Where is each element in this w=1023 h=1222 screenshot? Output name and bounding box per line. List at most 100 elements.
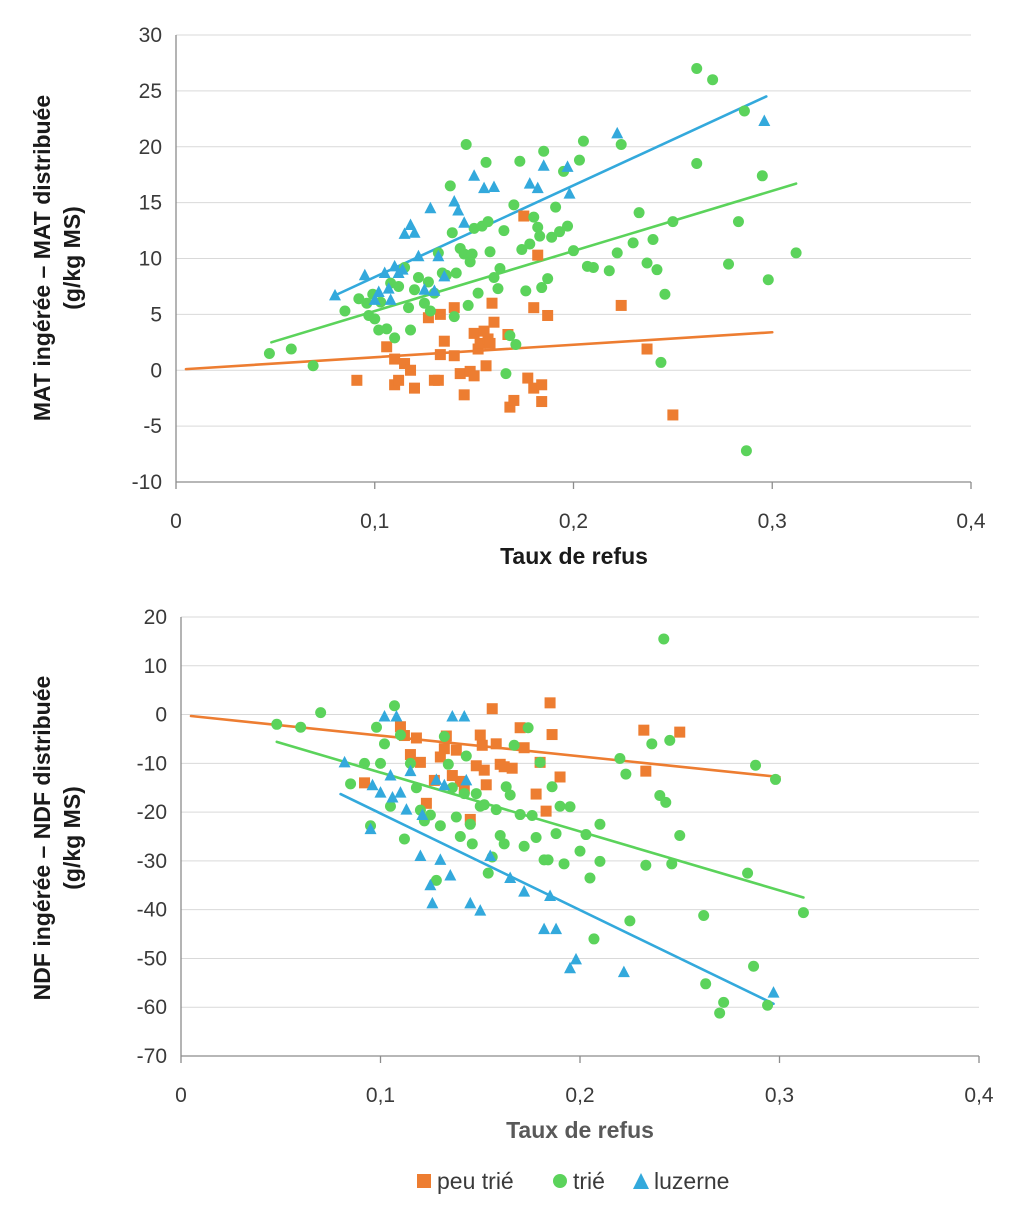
point-luzerne	[611, 126, 624, 139]
point-trie	[478, 799, 490, 811]
y-tick-label: -40	[137, 899, 167, 922]
point-peu-trie	[514, 722, 526, 734]
tick-labels: -10 -5 0 5 10 15 20 25 30 0 0,1 0,2 0,3 0,4	[132, 24, 986, 533]
point-trie	[514, 809, 526, 821]
point-trie	[742, 867, 754, 879]
point-trie	[641, 257, 653, 269]
point-trie	[430, 874, 442, 886]
point-trie	[285, 343, 297, 355]
point-luzerne	[384, 769, 397, 781]
point-peu-trie	[498, 761, 510, 773]
point-trie	[646, 738, 658, 750]
point-peu-trie	[446, 770, 458, 782]
trend-lines	[184, 95, 798, 371]
trendline-luzerne	[333, 95, 768, 297]
point-trie	[375, 757, 386, 769]
point-peu-trie	[454, 368, 466, 380]
point-peu-trie	[641, 343, 653, 355]
point-trie	[494, 830, 506, 842]
point-trie	[526, 810, 538, 822]
x-tick-label: 0,2	[559, 510, 588, 533]
point-luzerne	[563, 187, 576, 199]
point-trie	[518, 840, 530, 852]
axes	[180, 617, 980, 1063]
point-peu-trie	[480, 360, 492, 372]
point-trie	[482, 867, 494, 879]
point-peu-trie	[486, 703, 498, 715]
point-peu-trie	[518, 742, 530, 754]
point-luzerne	[366, 778, 379, 791]
point-trie	[532, 221, 544, 233]
point-trie	[446, 227, 458, 239]
point-trie	[588, 933, 600, 945]
point-peu-trie	[476, 739, 488, 751]
point-peu-trie	[420, 797, 432, 809]
y-tick-label: 15	[139, 192, 162, 215]
point-luzerne	[564, 961, 577, 974]
point-trie	[389, 332, 401, 344]
point-trie	[371, 721, 383, 733]
point-trie	[271, 718, 283, 730]
point-peu-trie	[470, 760, 482, 772]
point-trie	[568, 245, 579, 257]
point-trie	[674, 830, 686, 842]
point-trie	[393, 280, 405, 292]
point-trie	[611, 247, 623, 259]
point-trie	[640, 859, 652, 871]
x-tick-label: 0,2	[565, 1084, 594, 1107]
x-tick-label: 0,3	[758, 510, 787, 533]
point-trie	[797, 907, 809, 919]
point-peu-trie	[409, 382, 420, 394]
point-trie	[516, 244, 528, 256]
point-trie	[460, 750, 472, 762]
point-luzerne	[408, 226, 421, 238]
y-tick-label: 20	[144, 606, 167, 629]
point-peu-trie	[351, 374, 363, 386]
point-trie	[748, 960, 760, 972]
point-trie	[470, 788, 482, 800]
point-luzerne	[544, 889, 557, 902]
point-trie	[359, 757, 371, 769]
point-peu-trie	[422, 312, 434, 324]
legend-item-trie: trié	[553, 1168, 605, 1194]
y-tick-label: -70	[137, 1045, 167, 1068]
point-peu-trie	[432, 374, 444, 386]
point-peu-trie	[389, 353, 401, 365]
point-luzerne	[386, 790, 399, 803]
point-peu-trie	[359, 777, 371, 789]
point-trie	[484, 246, 496, 258]
point-trie	[418, 297, 430, 309]
point-peu-trie	[484, 337, 496, 349]
point-luzerne	[452, 203, 465, 216]
y-axis-title-line1: MAT ingérée – MAT distribuée	[29, 95, 55, 421]
point-peu-trie	[448, 302, 460, 314]
point-trie	[750, 759, 762, 771]
point-trie	[263, 347, 275, 359]
point-trie	[504, 789, 516, 801]
point-luzerne	[488, 180, 500, 192]
point-trie	[554, 800, 566, 812]
point-trie	[620, 768, 632, 780]
point-luzerne	[570, 952, 583, 965]
point-luzerne	[531, 181, 544, 194]
point-trie	[510, 339, 522, 351]
point-trie	[458, 248, 470, 260]
point-trie	[554, 226, 566, 238]
point-peu-trie	[528, 302, 540, 314]
y-tick-label: 10	[139, 248, 162, 271]
point-trie	[594, 855, 606, 867]
point-luzerne	[617, 965, 630, 978]
point-peu-trie	[468, 327, 480, 339]
point-peu-trie	[490, 738, 502, 750]
axes	[175, 35, 972, 489]
point-trie	[472, 287, 484, 299]
point-luzerne	[438, 269, 451, 282]
y-tick-label: -5	[143, 415, 162, 438]
point-luzerne	[474, 904, 487, 916]
point-luzerne	[412, 249, 425, 262]
point-peu-trie	[506, 762, 518, 774]
point-trie	[584, 872, 596, 884]
chart-mat: -10 -5 0 5 10 15 20 25 30 0 0,1 0,2 0,3 0,4 Taux de r…	[29, 24, 986, 569]
point-peu-trie	[638, 724, 650, 736]
point-luzerne	[561, 160, 574, 172]
